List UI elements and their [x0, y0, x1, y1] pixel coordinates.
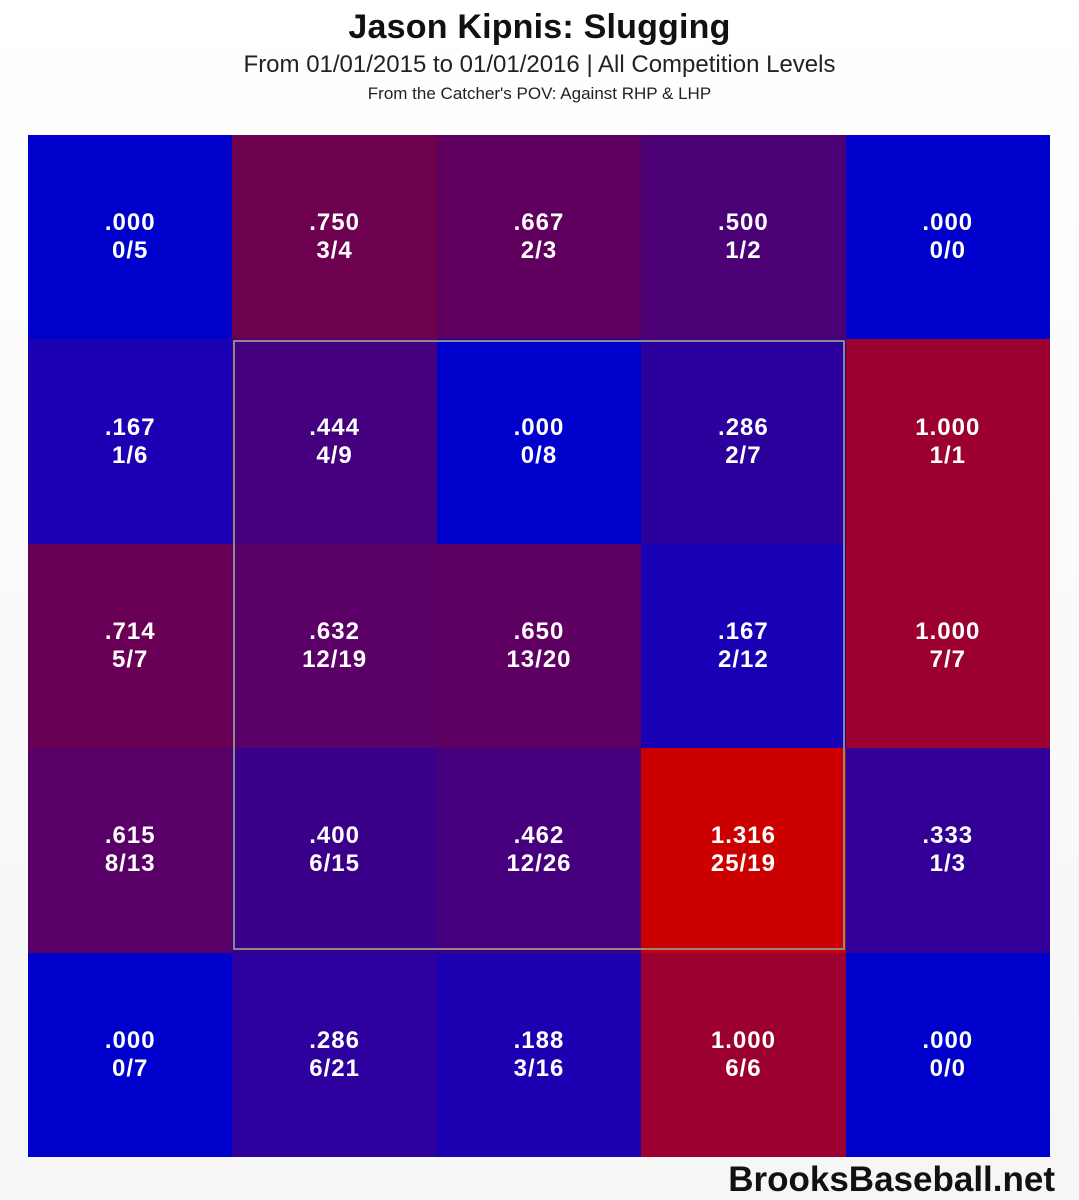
cell-slugging-value: .667 [513, 209, 565, 237]
heatmap-cell: .000 0/5 [28, 135, 233, 340]
cell-slugging-value: .286 [718, 413, 769, 441]
cell-ratio: 6/15 [309, 850, 360, 878]
cell-slugging-value: .400 [309, 822, 360, 850]
heatmap-cell: .167 2/12 [641, 543, 846, 749]
cell-ratio: 6/6 [725, 1054, 762, 1082]
cell-slugging-value: .000 [922, 1026, 974, 1054]
cell-ratio: 7/7 [929, 645, 966, 673]
cell-ratio: 1/3 [929, 850, 966, 878]
cell-slugging-value: .000 [922, 209, 974, 237]
cell-slugging-value: 1.000 [915, 617, 981, 645]
heatmap-cell: .750 3/4 [232, 135, 437, 340]
heatmap-cell: .286 6/21 [232, 952, 437, 1157]
cell-slugging-value: .444 [309, 413, 360, 441]
cell-slugging-value: .000 [513, 413, 565, 441]
cell-ratio: 12/19 [302, 645, 368, 673]
cell-ratio: 8/13 [104, 850, 156, 878]
cell-slugging-value: .188 [513, 1026, 565, 1054]
cell-ratio: 12/26 [506, 850, 572, 878]
cell-ratio: 0/0 [929, 1054, 966, 1082]
cell-ratio: 0/7 [112, 1054, 149, 1082]
heatmap-cell: .667 2/3 [436, 135, 642, 340]
cell-slugging-value: .333 [922, 822, 974, 850]
heatmap-cell: .333 1/3 [845, 748, 1050, 953]
cell-ratio: 0/8 [520, 441, 558, 469]
cell-ratio: 25/19 [710, 850, 776, 878]
cell-slugging-value: .000 [104, 1026, 156, 1054]
chart-note: From the Catcher's POV: Against RHP & LH… [367, 84, 712, 103]
heatmap-cell: .400 6/15 [232, 748, 437, 953]
chart-subtitle: From 01/01/2015 to 01/01/2016 | All Comp… [243, 51, 836, 78]
cell-slugging-value: .000 [104, 209, 156, 237]
cell-slugging-value: .632 [309, 617, 360, 645]
cell-slugging-value: 1.000 [710, 1026, 776, 1054]
cell-slugging-value: .167 [718, 617, 769, 645]
cell-ratio: 2/3 [520, 237, 558, 265]
heatmap-cell: .188 3/16 [436, 952, 642, 1157]
heatmap-cell: 1.000 1/1 [845, 339, 1050, 544]
cell-slugging-value: .714 [104, 617, 156, 645]
heatmap-cell: .632 12/19 [232, 543, 437, 749]
cell-ratio: 4/9 [316, 441, 353, 469]
cell-slugging-value: .750 [309, 209, 360, 237]
cell-ratio: 3/4 [316, 237, 353, 265]
heatmap-cell: .000 0/7 [28, 952, 233, 1157]
cell-ratio: 1/2 [725, 237, 762, 265]
heatmap-cell: 1.000 7/7 [845, 543, 1050, 749]
cell-ratio: 13/20 [506, 645, 572, 673]
heatmap-cell: .286 2/7 [641, 339, 846, 544]
cell-ratio: 2/7 [725, 441, 762, 469]
heatmap-cell: .650 13/20 [436, 543, 642, 749]
cell-ratio: 1/6 [112, 441, 149, 469]
heatmap-cell: .462 12/26 [436, 748, 642, 953]
heatmap-cell: 1.316 25/19 [641, 748, 846, 953]
cell-slugging-value: .650 [513, 617, 565, 645]
cell-slugging-value: .462 [513, 822, 565, 850]
cell-ratio: 0/5 [112, 237, 149, 265]
cell-ratio: 0/0 [929, 237, 966, 265]
heatmap-cell: .444 4/9 [232, 339, 437, 544]
cell-ratio: 3/16 [513, 1054, 565, 1082]
cell-ratio: 6/21 [309, 1054, 360, 1082]
cell-slugging-value: 1.316 [710, 822, 776, 850]
heatmap-grid: .000 0/5.750 3/4.667 2/3.500 1/2.000 0/0.167 1… [28, 135, 1050, 1157]
heatmap-cell: .000 0/0 [845, 952, 1050, 1157]
cell-slugging-value: .286 [309, 1026, 360, 1054]
brand-watermark: BrooksBaseball.net [728, 1160, 1055, 1199]
heatmap-cell: .500 1/2 [641, 135, 846, 340]
chart-title: Jason Kipnis: Slugging [348, 8, 731, 46]
cell-slugging-value: .167 [104, 413, 156, 441]
heatmap-cell: .714 5/7 [28, 543, 233, 749]
cell-slugging-value: .615 [104, 822, 156, 850]
cell-ratio: 2/12 [718, 645, 769, 673]
heatmap-cell: .000 0/0 [845, 135, 1050, 340]
cell-ratio: 5/7 [112, 645, 149, 673]
cell-slugging-value: 1.000 [915, 413, 981, 441]
heatmap-cell: 1.000 6/6 [641, 952, 846, 1157]
heatmap-cell: .615 8/13 [28, 748, 233, 953]
cell-ratio: 1/1 [929, 441, 966, 469]
heatmap-cell: .167 1/6 [28, 339, 233, 544]
cell-slugging-value: .500 [718, 209, 769, 237]
heatmap-cell: .000 0/8 [436, 339, 642, 544]
